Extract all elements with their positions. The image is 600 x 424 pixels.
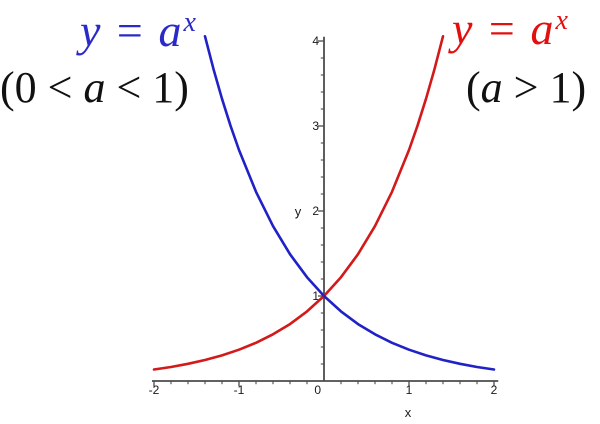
origin-tick-label: 0 bbox=[314, 383, 321, 397]
decreasing-formula-main: y = a bbox=[80, 5, 183, 56]
increasing-formula-label: y = ax bbox=[452, 6, 569, 52]
x-tick-label: -2 bbox=[149, 383, 160, 397]
x-tick-label: 1 bbox=[406, 383, 413, 397]
curve-increasing bbox=[152, 34, 445, 371]
curve-decreasing bbox=[203, 34, 496, 371]
increasing-domain-label: (a > 1) bbox=[466, 66, 586, 110]
x-tick-label: 2 bbox=[491, 383, 498, 397]
y-axis-name-label: y bbox=[295, 204, 302, 219]
decreasing-formula-exponent: x bbox=[183, 6, 197, 38]
y-tick-label: 4 bbox=[312, 34, 319, 48]
y-tick-label: 2 bbox=[312, 204, 319, 218]
decreasing-domain-label: (0 < a < 1) bbox=[0, 66, 189, 110]
increasing-domain-close: > 1) bbox=[502, 63, 587, 112]
y-tick-label: 1 bbox=[312, 289, 319, 303]
increasing-formula-main: y = a bbox=[452, 3, 555, 54]
decreasing-formula-label: y = ax bbox=[80, 8, 197, 54]
increasing-formula-exponent: x bbox=[555, 4, 569, 36]
decreasing-domain-close: < 1) bbox=[105, 63, 189, 112]
decreasing-domain-variable: a bbox=[83, 63, 106, 112]
increasing-domain-variable: a bbox=[480, 63, 503, 112]
y-tick-label: 3 bbox=[312, 119, 319, 133]
decreasing-domain-open: (0 < bbox=[0, 63, 84, 112]
x-tick-label: -1 bbox=[234, 383, 245, 397]
x-axis-name-label: x bbox=[405, 405, 412, 420]
increasing-domain-open: ( bbox=[466, 63, 481, 112]
